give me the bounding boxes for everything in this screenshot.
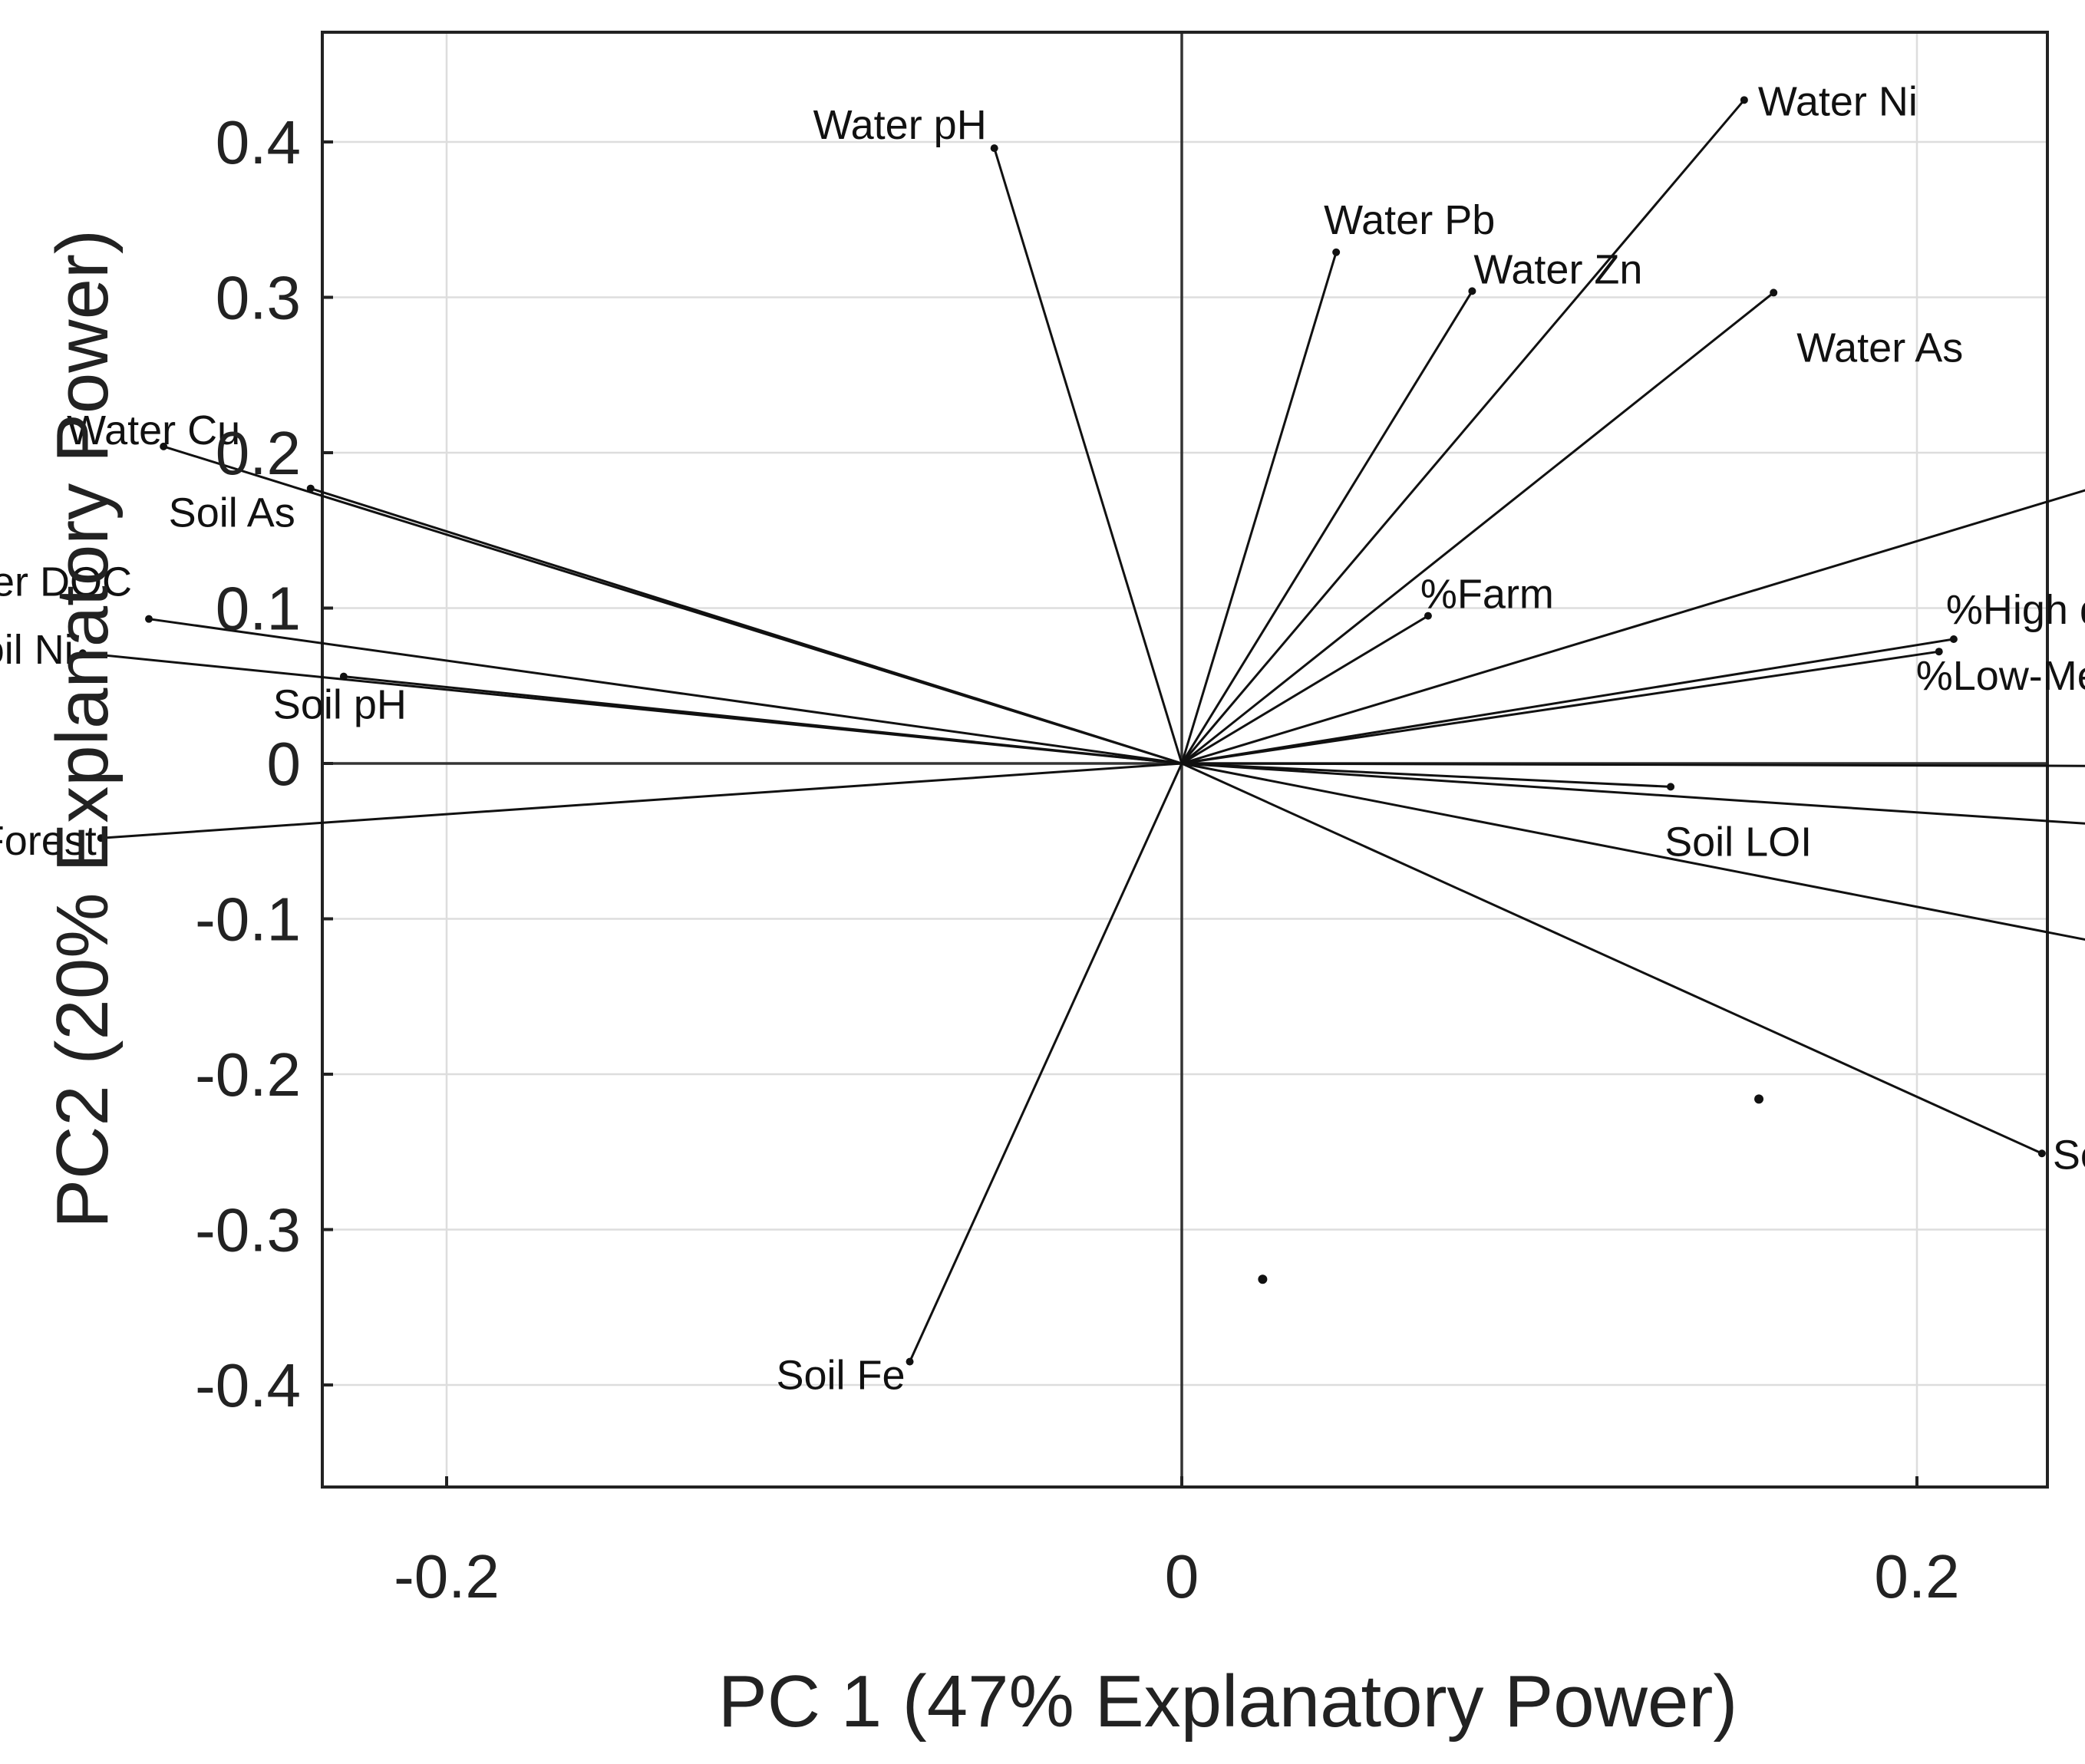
loading-vector xyxy=(1180,290,1473,764)
loading-vector-tip xyxy=(1770,289,1778,297)
loading-vector xyxy=(1181,762,2085,941)
x-tick-label: 0.2 xyxy=(1874,1542,1959,1611)
loading-vector-tip xyxy=(1468,287,1476,295)
x-tick-labels: -0.4-0.200.20.4 xyxy=(394,1542,1960,1611)
loading-vector xyxy=(1180,252,1338,764)
x-tick-label: 0 xyxy=(1165,1542,1199,1611)
plot-frame xyxy=(321,31,2049,1489)
loading-vector xyxy=(1181,615,1429,765)
loading-label: Soil Fe xyxy=(776,1353,905,1399)
loading-vector xyxy=(1181,762,2085,767)
loading-vector xyxy=(1181,650,1939,765)
loading-label: %Forest xyxy=(0,818,97,864)
score-points xyxy=(1258,1094,1764,1284)
loading-vector-tip xyxy=(906,1357,914,1366)
loading-label: Soil Ni xyxy=(0,627,74,673)
loading-vector-tip xyxy=(160,442,168,450)
loading-label: Soil Zn xyxy=(2053,1132,2085,1178)
loading-label: %Farm xyxy=(1420,572,1554,618)
y-tick-label: 0.1 xyxy=(216,575,301,643)
loading-label: Water DOC xyxy=(0,559,132,605)
x-axis-title: PC 1 (47% Explanatory Power) xyxy=(718,1660,1738,1743)
loading-vector xyxy=(1181,292,1775,765)
loading-vectors xyxy=(78,96,2085,1366)
loading-label: Soil pH xyxy=(273,682,407,728)
loading-label: Soil As xyxy=(169,490,295,536)
loading-vector-tip xyxy=(1740,96,1748,104)
loading-label: %Low-Med development xyxy=(1916,653,2085,699)
loading-vector-tip xyxy=(1667,783,1675,791)
y-axis-title: PC2 (20% Explanatory Power) xyxy=(41,229,124,1228)
loading-vector-tip xyxy=(306,484,315,493)
loading-vector xyxy=(993,147,1183,764)
loading-label: Water As xyxy=(1796,325,1963,371)
score-point xyxy=(1258,1274,1268,1284)
loading-vector xyxy=(310,487,1183,765)
loading-vector xyxy=(1181,762,1671,788)
y-tick-label: 0.2 xyxy=(216,419,301,487)
y-tick-labels: -0.4 -0.3 -0.2 -0.1 0 0.1 0.2 0.3 0.4 xyxy=(195,108,301,1419)
loading-vector-tip xyxy=(990,144,998,153)
loading-label: %High development xyxy=(1946,587,2085,633)
y-tick-label: -0.3 xyxy=(195,1196,301,1264)
loading-vector-tip xyxy=(339,672,348,681)
loading-vector xyxy=(343,675,1183,765)
loading-label: Water Zn xyxy=(1473,246,1642,292)
loading-vector xyxy=(1181,762,2043,1155)
loading-vector xyxy=(148,618,1183,765)
loading-vector-tip xyxy=(1332,248,1341,256)
y-tick-label: -0.2 xyxy=(195,1040,301,1109)
loading-vector xyxy=(101,762,1183,839)
loading-vector xyxy=(909,763,1183,1363)
loading-label: Water pH xyxy=(813,102,987,148)
loading-vector-tip xyxy=(1949,635,1958,643)
loading-label: Water Cu xyxy=(67,407,240,453)
loading-vector-tip xyxy=(78,649,87,658)
loading-vector xyxy=(1180,99,1746,764)
y-tick-label: -0.1 xyxy=(195,885,301,954)
loading-vector xyxy=(1181,489,2085,765)
loading-vector-tip xyxy=(1424,612,1432,620)
gridlines xyxy=(322,32,2047,1487)
loading-label: Soil LOI xyxy=(1664,819,1812,865)
loading-vector-tip xyxy=(1935,648,1943,656)
score-point xyxy=(1754,1094,1764,1104)
y-tick-label: -0.4 xyxy=(195,1351,301,1419)
loading-label: Water Pb xyxy=(1324,197,1495,243)
loading-vector xyxy=(1181,638,1955,765)
x-tick-label: -0.2 xyxy=(394,1542,500,1611)
y-tick-label: 0 xyxy=(267,730,302,798)
y-tick-label: 0.4 xyxy=(216,108,301,176)
axis-ticks xyxy=(322,140,1918,1487)
loading-vector-tip xyxy=(97,834,105,842)
y-tick-label: 0.3 xyxy=(216,264,301,332)
loading-vector xyxy=(1181,762,2085,825)
loading-vector-tip xyxy=(2037,1149,2046,1158)
loading-vector-tip xyxy=(145,615,153,623)
loading-label: Water Ni xyxy=(1758,78,1918,124)
